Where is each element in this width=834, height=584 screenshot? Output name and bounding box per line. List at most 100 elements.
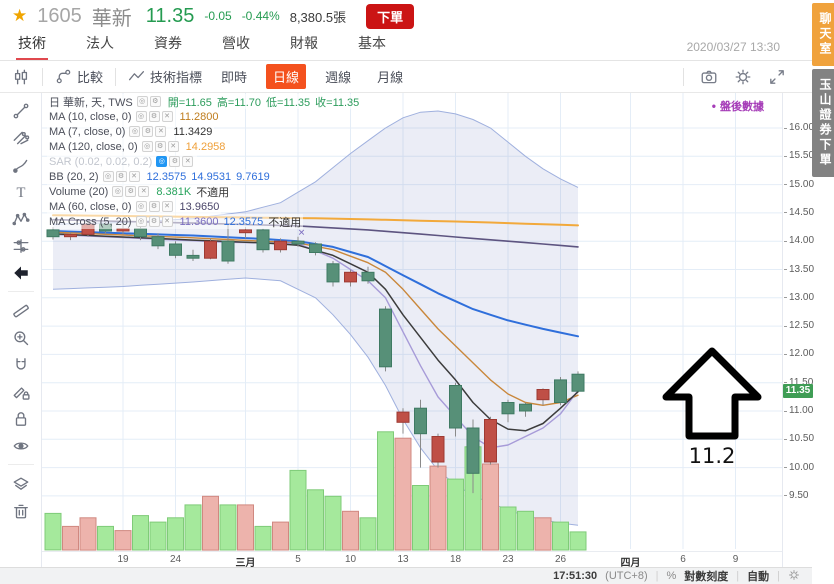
trend-line-tool-icon[interactable]: [0, 97, 41, 124]
time-tick-label: 19: [117, 554, 129, 565]
price-axis[interactable]: 16.00 15.50 15.00 14.50 14.00 13.50 13.00 12.50…: [782, 93, 814, 567]
price-tick-label: 12.00: [784, 349, 814, 359]
after-hours-label: • 盤後數據: [711, 99, 764, 113]
candle-style-button[interactable]: [12, 68, 30, 86]
text-tool-icon[interactable]: T: [0, 178, 41, 205]
price-tick-label: 11.50: [784, 377, 813, 388]
auto-scale-toggle[interactable]: 自動: [747, 571, 770, 583]
price-tick-label: 15.00: [784, 179, 814, 190]
price-tick-label: 10.50: [784, 434, 814, 444]
arrow-annotation-label: 11.2: [689, 444, 736, 468]
chart-settings-button-gear-icon[interactable]: [734, 68, 752, 86]
nav-tab-營收[interactable]: 營收: [222, 35, 250, 51]
screenshot-button-camera-icon[interactable]: [700, 68, 718, 86]
axis-settings-gear-icon[interactable]: [788, 569, 800, 584]
nav-tab-法人[interactable]: 法人: [86, 35, 114, 51]
price-tick-label: 14.00: [784, 236, 814, 246]
xabcd-pattern-tool-icon[interactable]: [0, 205, 41, 232]
nav-tab-bar: 技術 法人 資券 營收 財報 基本: [0, 32, 834, 61]
toolbar-divider: [683, 67, 684, 86]
last-price: 11.35: [145, 4, 195, 27]
time-tick-label: 13: [397, 554, 409, 565]
stock-name: 華新: [91, 7, 132, 30]
price-tick-label: 11.00: [784, 406, 813, 416]
price-change: -0.05: [204, 9, 232, 23]
price-change-pct: -0.44%: [241, 9, 280, 23]
stock-code: 1605: [37, 4, 82, 27]
side-tab-聊天室[interactable]: 聊天室: [812, 3, 834, 66]
timezone-label: (UTC+8): [605, 570, 648, 582]
sidebar-divider: [7, 291, 34, 292]
interval-weekly-button[interactable]: 週線: [325, 70, 352, 85]
interval-monthly-button[interactable]: 月線: [377, 70, 404, 85]
percent-scale-toggle[interactable]: %: [666, 570, 677, 582]
price-tick-label: 15.50: [784, 151, 814, 161]
interval-daily-button[interactable]: 日線: [266, 64, 307, 89]
toolbar-right-group: [683, 67, 800, 86]
lock-tool-icon[interactable]: [0, 405, 41, 432]
side-tab-strip: 聊天室 玉山證券下單: [812, 3, 834, 177]
price-tick-label: 10.00: [784, 462, 814, 473]
sidebar-divider: [7, 464, 34, 465]
price-tick-label: 16.00: [784, 123, 814, 133]
ruler-tool-icon[interactable]: [0, 297, 41, 324]
time-tick-label: 18: [449, 554, 462, 565]
candlestick-chart[interactable]: ✕ 11.2: [42, 93, 782, 551]
time-tick-label: 6: [680, 554, 686, 565]
time-tick-label: 9: [732, 554, 739, 565]
nav-tab-技術[interactable]: 技術: [16, 29, 48, 60]
total-volume: 8,380.5張: [289, 9, 347, 25]
price-tick-label: 14.50: [784, 207, 814, 218]
multi-line-tool-icon[interactable]: [0, 124, 41, 151]
layers-tool-icon[interactable]: [0, 470, 41, 497]
price-tick-label: 12.50: [784, 321, 814, 331]
nav-tab-基本[interactable]: 基本: [358, 35, 386, 51]
log-scale-toggle[interactable]: 對數刻度: [684, 571, 729, 583]
time-tick-label: 26: [554, 554, 567, 565]
candle-series: [46, 221, 585, 494]
cursor-arrow-tool-icon[interactable]: [0, 259, 41, 286]
quote-datetime: 2020/03/27 13:30: [686, 40, 780, 54]
indicator-button[interactable]: 技術指標: [128, 67, 202, 86]
separator: |: [777, 570, 780, 582]
drawing-toolbar: T: [0, 93, 42, 567]
favorite-star-icon[interactable]: ★: [12, 6, 28, 25]
clock-time: 17:51:30: [553, 570, 598, 582]
toolbar-divider: [115, 67, 117, 86]
forecast-tool-icon[interactable]: [0, 232, 41, 259]
fullscreen-button-expand-icon[interactable]: [768, 68, 786, 86]
draw-lock-tool-icon[interactable]: [0, 378, 41, 405]
separator: |: [736, 570, 740, 582]
time-tick-label: 10: [344, 554, 357, 565]
eye-tool-icon[interactable]: [0, 432, 41, 459]
price-tick-label: 13.50: [784, 264, 814, 275]
time-axis[interactable]: 19 24 三月 5 10 13 18 23 26 四月 6 9: [42, 551, 782, 569]
time-tick-label: 三月: [235, 558, 256, 569]
svg-text:T: T: [16, 185, 25, 201]
trash-tool-icon[interactable]: [0, 497, 41, 524]
toolbar-divider: [42, 67, 43, 86]
zoom-in-tool-icon[interactable]: [0, 324, 41, 351]
up-arrow-annotation[interactable]: 11.2: [662, 347, 762, 468]
time-tick-label: 23: [502, 554, 514, 565]
time-tick-label: 5: [295, 554, 301, 565]
time-tick-label: 四月: [620, 558, 641, 569]
volume-bars: [44, 431, 587, 551]
interval-realtime-button[interactable]: 即時: [221, 70, 248, 85]
chart-area[interactable]: ✕ 11.2 日 華新, 天, TWS ◎ ⚙ 開=11.65 高=11.70 低=11.3…: [42, 93, 782, 551]
place-order-button[interactable]: 下單: [366, 3, 415, 29]
nav-tab-財報[interactable]: 財報: [290, 35, 318, 51]
compare-button[interactable]: 比較: [55, 67, 103, 86]
chart-toolbar: 比較 技術指標 即時 日線 週線 月線: [0, 61, 812, 93]
magnet-tool-icon[interactable]: [0, 351, 41, 378]
ma-cross-marker: ✕: [298, 228, 306, 238]
price-tick-label: 9.50: [784, 490, 808, 501]
brush-tool-icon[interactable]: [0, 151, 41, 178]
stock-header: ★ 1605 華新 11.35 -0.05 -0.44% 8,380.5張 下單: [0, 0, 834, 32]
after-hours-dot-icon: •: [711, 99, 716, 113]
price-tick-label: 13.00: [784, 292, 814, 303]
side-tab-玉山證券下單[interactable]: 玉山證券下單: [812, 69, 834, 177]
nav-tab-資券[interactable]: 資券: [154, 35, 182, 51]
status-bar: 17:51:30 (UTC+8) | % 對數刻度 | 自動 |: [0, 567, 812, 584]
